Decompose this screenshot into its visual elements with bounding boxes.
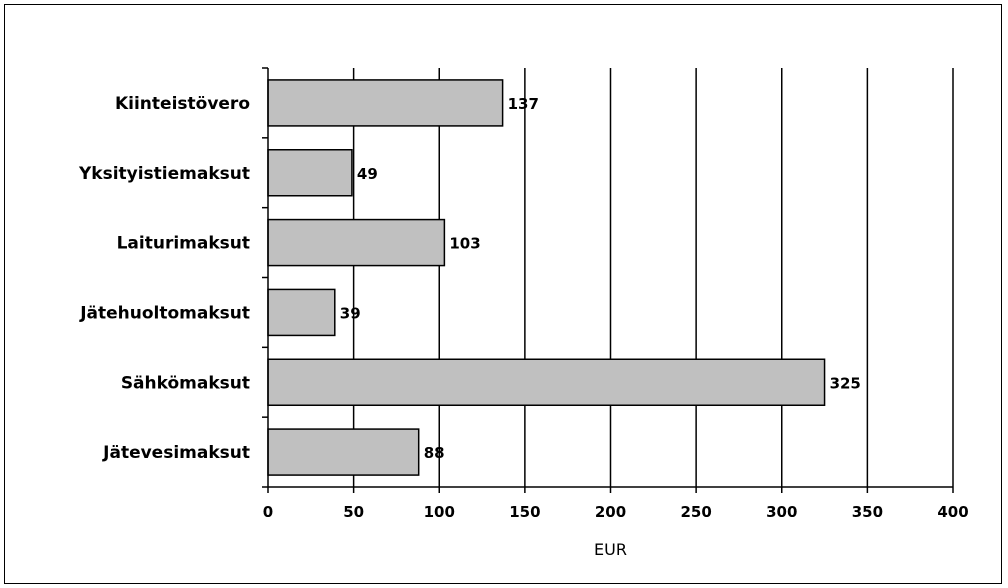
x-tick-label: 150 bbox=[509, 503, 540, 521]
data-label: 137 bbox=[508, 95, 539, 113]
x-tick-label: 200 bbox=[595, 503, 626, 521]
bar-5 bbox=[267, 428, 420, 476]
data-label: 49 bbox=[357, 165, 378, 183]
data-label: 325 bbox=[830, 374, 861, 392]
x-tick-label: 350 bbox=[852, 503, 883, 521]
axes bbox=[262, 67, 954, 493]
bar-1 bbox=[267, 149, 353, 197]
data-label: 39 bbox=[340, 304, 361, 322]
x-tick-label: 300 bbox=[766, 503, 797, 521]
data-label: 103 bbox=[449, 235, 480, 253]
category-label: Yksityistiemaksut bbox=[78, 164, 250, 184]
bar-3 bbox=[267, 288, 336, 337]
bar-0 bbox=[267, 79, 504, 127]
bar-2 bbox=[267, 218, 446, 267]
labels: 0 50 100 150 200 250 300 350 400 Kiinteistövero 13… bbox=[78, 94, 969, 521]
x-tick-label: 50 bbox=[343, 503, 364, 521]
data-label: 88 bbox=[424, 444, 445, 462]
bar-4 bbox=[267, 358, 826, 406]
x-axis-title: EUR bbox=[594, 540, 627, 559]
category-label: Jätevesimaksut bbox=[102, 443, 250, 463]
category-label: Kiinteistövero bbox=[115, 94, 250, 114]
category-label: Laiturimaksut bbox=[117, 234, 250, 254]
x-tick-label: 400 bbox=[937, 503, 968, 521]
x-tick-label: 100 bbox=[424, 503, 455, 521]
category-label: Sähkömaksut bbox=[121, 373, 250, 393]
x-tick-label: 0 bbox=[263, 503, 273, 521]
category-label: Jätehuoltomaksut bbox=[79, 303, 250, 323]
x-tick-label: 250 bbox=[680, 503, 711, 521]
gridlines bbox=[352, 68, 954, 487]
bars bbox=[267, 79, 826, 476]
